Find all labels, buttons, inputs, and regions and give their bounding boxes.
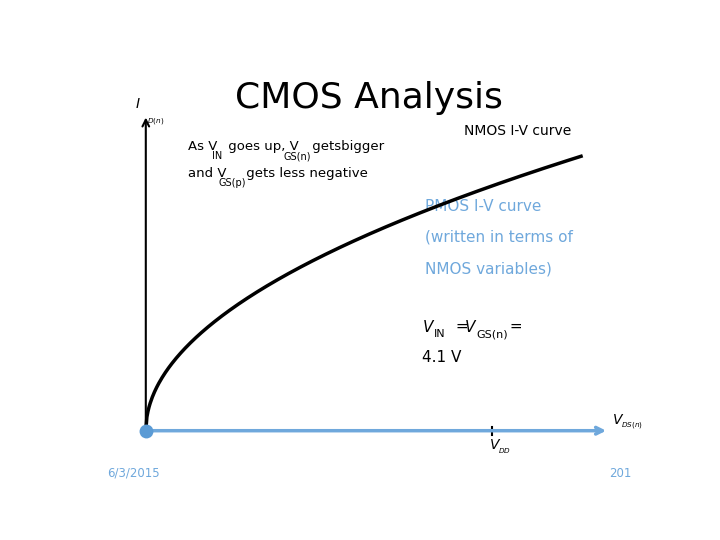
Text: =: = xyxy=(451,319,474,334)
Text: $V$: $V$ xyxy=(489,438,501,453)
Text: CMOS Analysis: CMOS Analysis xyxy=(235,82,503,116)
Text: =: = xyxy=(505,319,522,334)
Text: goes up, V: goes up, V xyxy=(224,140,299,153)
Text: As V: As V xyxy=(188,140,217,153)
Text: PMOS I-V curve: PMOS I-V curve xyxy=(425,199,541,214)
Text: 4.1 V: 4.1 V xyxy=(422,350,462,366)
Text: 201: 201 xyxy=(609,467,631,480)
Text: $V$: $V$ xyxy=(422,319,436,335)
Text: NMOS variables): NMOS variables) xyxy=(425,261,552,276)
Text: GS(p): GS(p) xyxy=(218,178,246,188)
Text: getsbigger: getsbigger xyxy=(307,140,384,153)
Text: $I$: $I$ xyxy=(135,97,140,111)
Text: IN: IN xyxy=(434,329,446,339)
Text: (written in terms of: (written in terms of xyxy=(425,230,572,245)
Text: GS(n): GS(n) xyxy=(284,151,311,161)
Text: 6/3/2015: 6/3/2015 xyxy=(107,467,159,480)
Text: $V$: $V$ xyxy=(612,413,624,427)
Text: $_{DS(n)}$: $_{DS(n)}$ xyxy=(621,421,643,432)
Text: NMOS I-V curve: NMOS I-V curve xyxy=(464,124,571,138)
Text: $_{DD}$: $_{DD}$ xyxy=(498,447,511,456)
Text: $_{D(n)}$: $_{D(n)}$ xyxy=(147,117,164,128)
Text: gets less negative: gets less negative xyxy=(243,167,368,180)
Text: IN: IN xyxy=(212,151,222,161)
Text: GS(n): GS(n) xyxy=(476,329,508,339)
Text: $V$: $V$ xyxy=(464,319,477,335)
Text: and V: and V xyxy=(188,167,226,180)
